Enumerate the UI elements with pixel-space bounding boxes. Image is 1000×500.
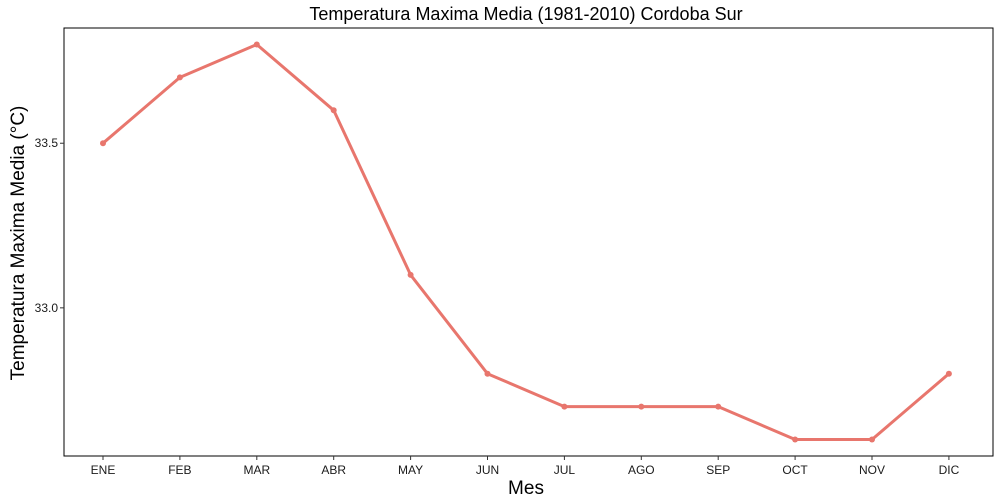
x-tick-label: JUN: [476, 463, 499, 477]
x-tick-label: FEB: [168, 463, 191, 477]
x-axis: ENE FEB MAR ABR MAY JUN JUL AGO SEP OCT NOV DIC: [91, 456, 960, 477]
series-layer: [100, 41, 952, 443]
data-point: [715, 403, 722, 410]
plot-panel-border: [63, 27, 994, 457]
data-point: [100, 140, 106, 147]
x-tick-label: MAY: [398, 463, 423, 477]
chart-title: Temperatura Maxima Media (1981-2010) Cor…: [309, 4, 742, 24]
x-tick-label: AGO: [628, 463, 655, 477]
y-axis-title: Temperatura Maxima Media (°C): [8, 106, 29, 381]
data-point: [561, 403, 568, 410]
data-point: [945, 370, 952, 377]
y-tick-label: 33.5: [35, 136, 59, 150]
x-tick-label: ABR: [321, 463, 346, 477]
data-point: [330, 107, 337, 114]
x-tick-label: SEP: [706, 463, 730, 477]
data-point: [484, 370, 491, 377]
x-tick-label: NOV: [859, 463, 885, 477]
data-point: [638, 403, 645, 410]
data-point: [792, 436, 799, 443]
x-axis-title: Mes: [508, 478, 544, 499]
x-tick-label: OCT: [782, 463, 808, 477]
data-point: [253, 41, 260, 48]
y-axis: 33.0 33.5: [35, 136, 64, 315]
series-line: [102, 43, 950, 441]
data-point: [176, 74, 183, 81]
data-point: [869, 436, 875, 443]
x-tick-label: JUL: [554, 463, 576, 477]
data-point: [407, 271, 414, 278]
x-tick-label: MAR: [243, 463, 270, 477]
y-tick-label: 33.0: [35, 301, 59, 315]
x-tick-label: ENE: [91, 463, 116, 477]
x-tick-label: DIC: [939, 463, 960, 477]
